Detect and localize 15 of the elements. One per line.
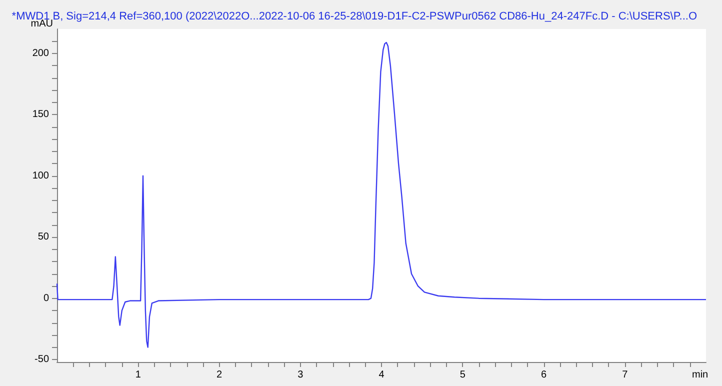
x-axis-title: min [692, 370, 708, 380]
x-tick-label: 3 [298, 370, 304, 380]
y-tick-label: 50 [38, 232, 50, 243]
x-tick-label: 4 [378, 370, 385, 380]
x-tick-label: 2 [216, 370, 222, 380]
y-tick-label: 100 [32, 170, 50, 182]
x-tick-label: 6 [540, 370, 547, 380]
x-tick-label: 1 [135, 370, 142, 380]
x-tick-label: 7 [622, 370, 628, 380]
y-tick-label: 200 [32, 48, 50, 59]
x-tick-label: 5 [460, 370, 466, 380]
y-tick-label: 0 [43, 292, 50, 304]
y-tick-label: 150 [32, 109, 50, 120]
line-series [56, 42, 707, 348]
y-tick-label: -50 [34, 354, 50, 366]
